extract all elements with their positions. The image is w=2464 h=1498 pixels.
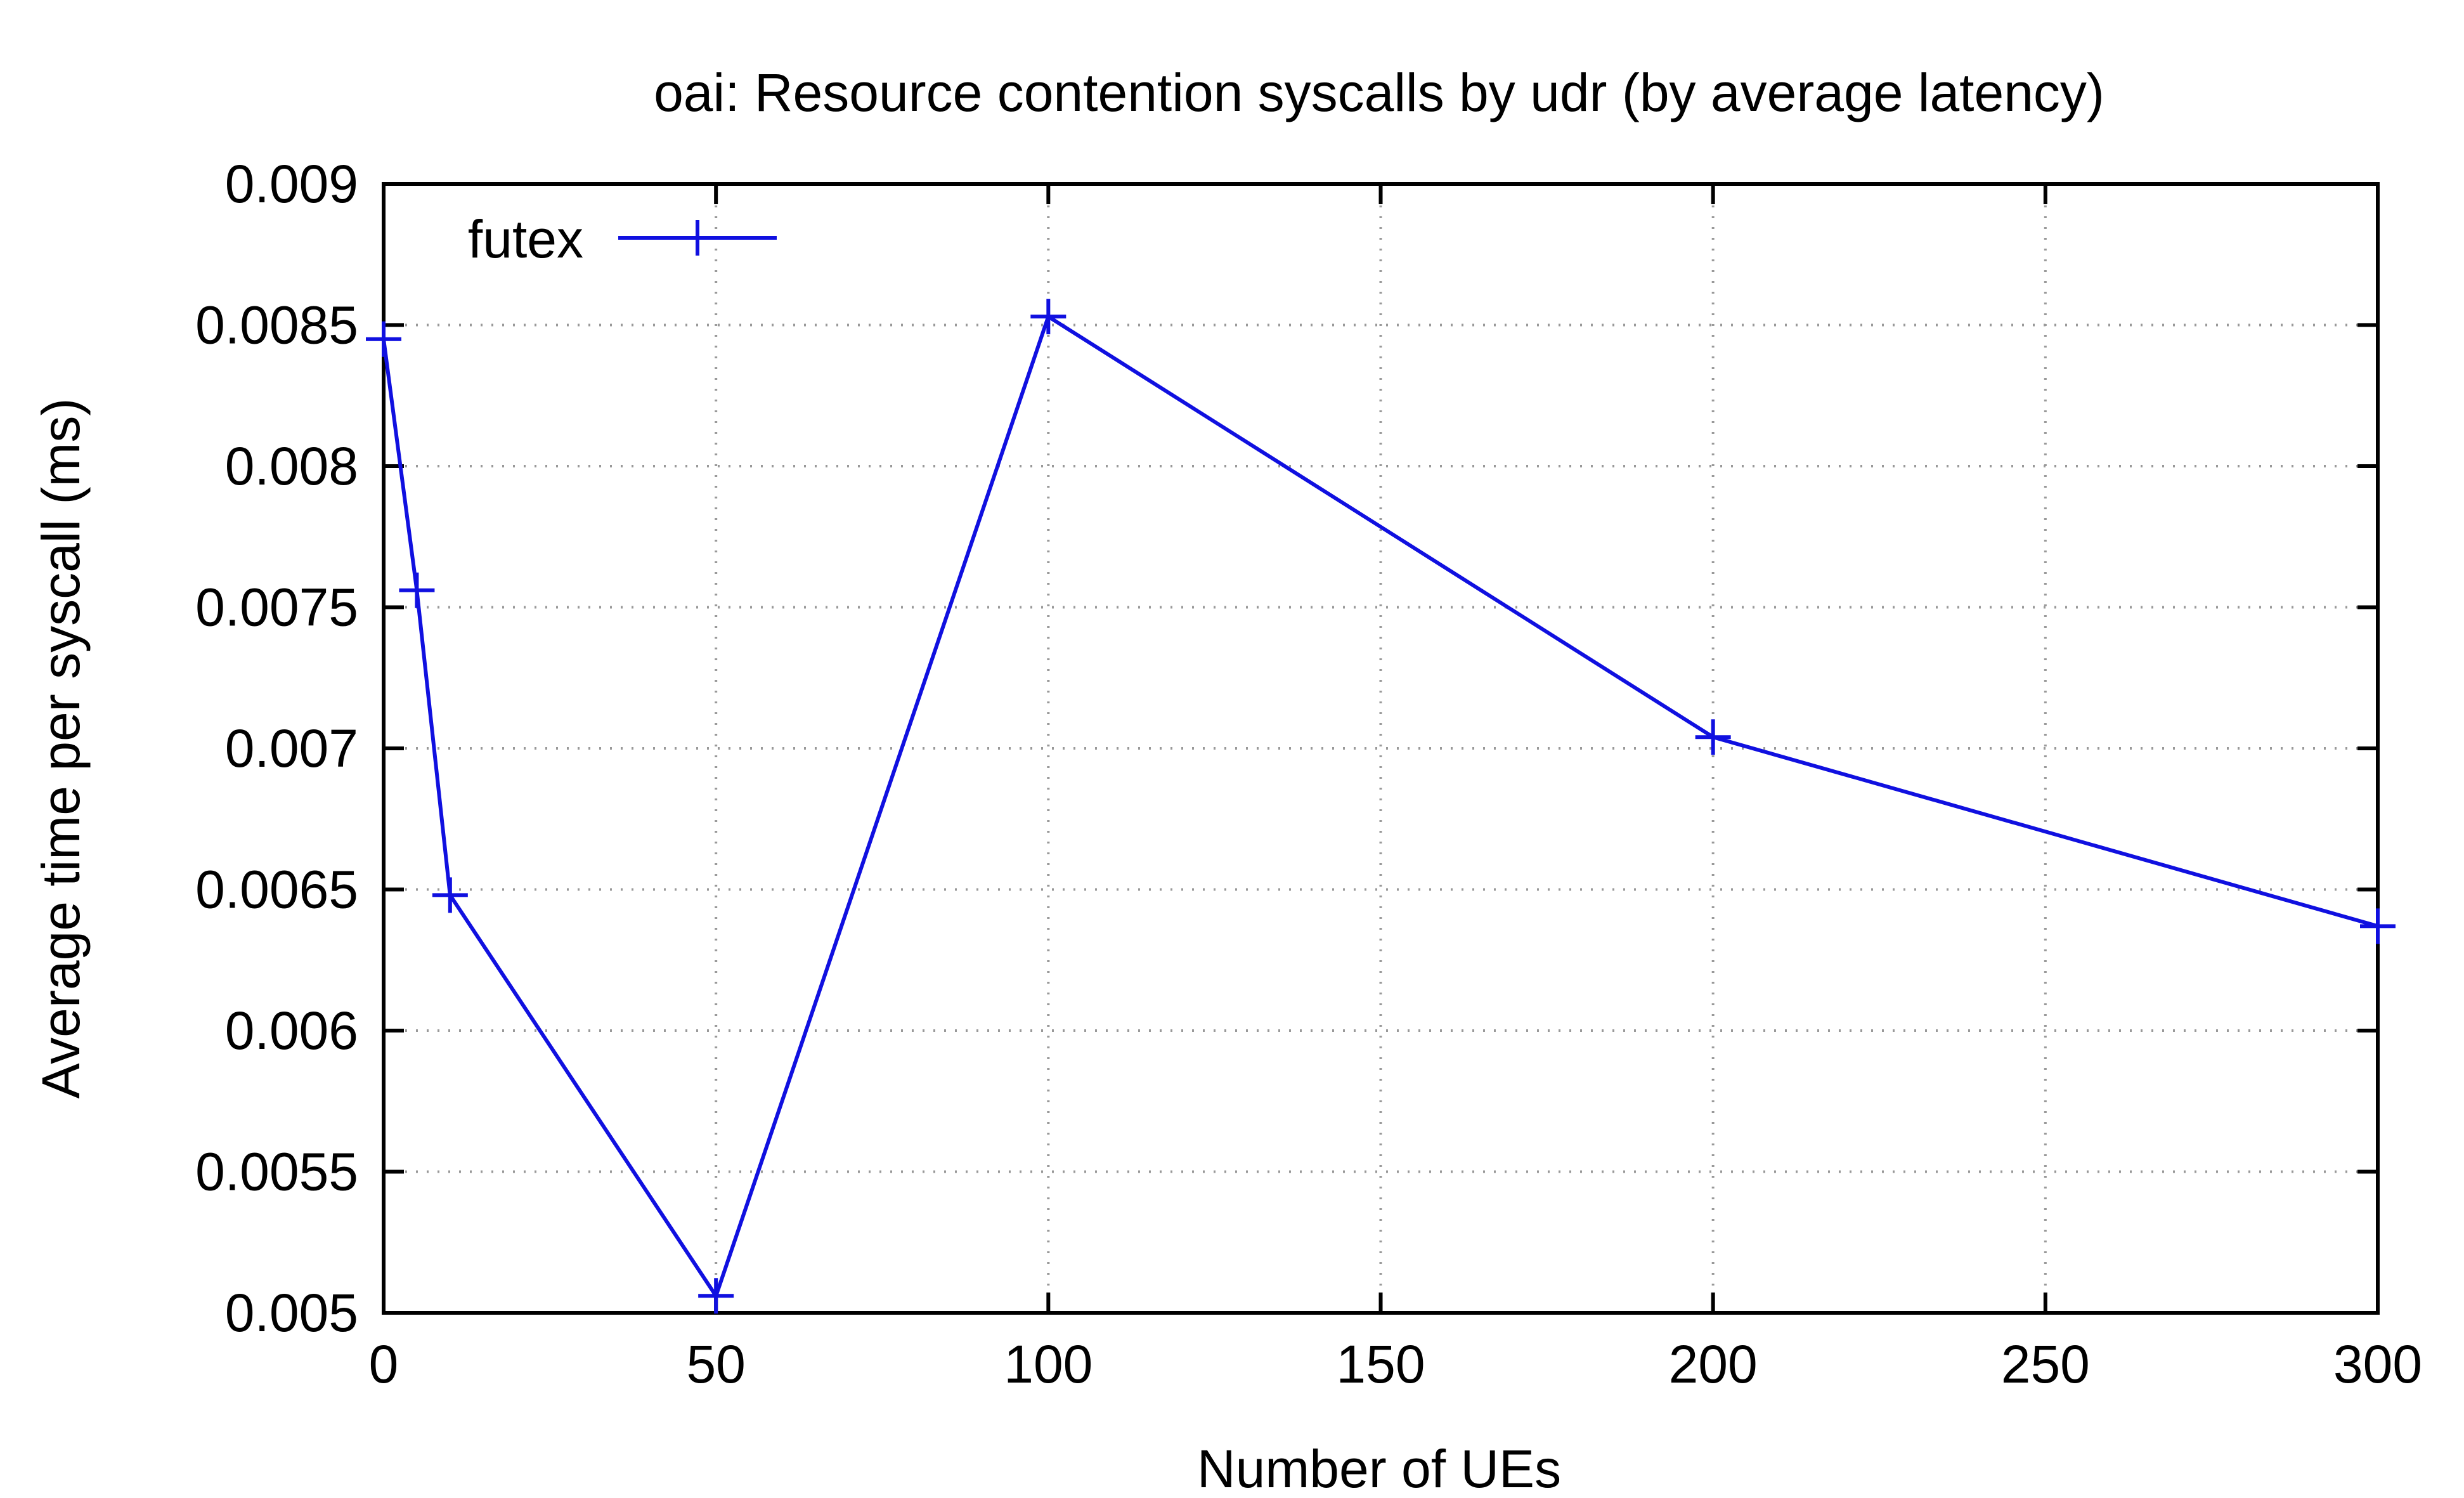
legend: futex bbox=[468, 209, 777, 269]
legend-marker-futex bbox=[680, 220, 715, 256]
legend-label-futex: futex bbox=[468, 209, 583, 269]
data-point bbox=[2360, 908, 2396, 944]
data-point bbox=[399, 572, 435, 608]
x-axis-title: Number of UEs bbox=[1197, 1439, 1561, 1498]
series-layer bbox=[366, 299, 2396, 1314]
y-axis-ticks: 0.005 0.0055 0.006 0.0065 0.007 0.0075 0.008 0.… bbox=[195, 154, 2378, 1343]
x-tick-label: 50 bbox=[686, 1334, 745, 1394]
grid bbox=[384, 184, 2378, 1313]
y-tick-label: 0.009 bbox=[225, 154, 358, 214]
x-tick-label: 0 bbox=[369, 1334, 399, 1394]
y-tick-label: 0.006 bbox=[225, 1001, 358, 1060]
series-line-futex bbox=[382, 315, 2378, 1298]
data-point bbox=[1695, 719, 1731, 755]
data-point bbox=[432, 877, 468, 913]
y-tick-label: 0.005 bbox=[225, 1283, 358, 1343]
x-axis-ticks: 0 50 100 150 200 250 300 bbox=[369, 184, 2422, 1394]
y-tick-label: 0.007 bbox=[225, 719, 358, 778]
series-futex bbox=[366, 299, 2396, 1314]
x-tick-label: 100 bbox=[1004, 1334, 1093, 1394]
x-tick-label: 200 bbox=[1669, 1334, 1758, 1394]
x-tick-label: 250 bbox=[2001, 1334, 2090, 1394]
x-tick-label: 150 bbox=[1336, 1334, 1425, 1394]
data-point bbox=[1030, 299, 1067, 335]
y-tick-label: 0.0085 bbox=[195, 296, 358, 355]
x-tick-label: 300 bbox=[2333, 1334, 2422, 1394]
data-point bbox=[698, 1278, 734, 1314]
y-tick-label: 0.0055 bbox=[195, 1142, 358, 1202]
data-point bbox=[366, 321, 401, 357]
y-tick-label: 0.0065 bbox=[195, 860, 358, 920]
y-axis-title: Average time per syscall (ms) bbox=[31, 398, 91, 1099]
y-tick-label: 0.008 bbox=[225, 436, 358, 496]
chart-title: oai: Resource contention syscalls by udr… bbox=[654, 63, 2104, 122]
y-tick-label: 0.0075 bbox=[195, 578, 358, 637]
